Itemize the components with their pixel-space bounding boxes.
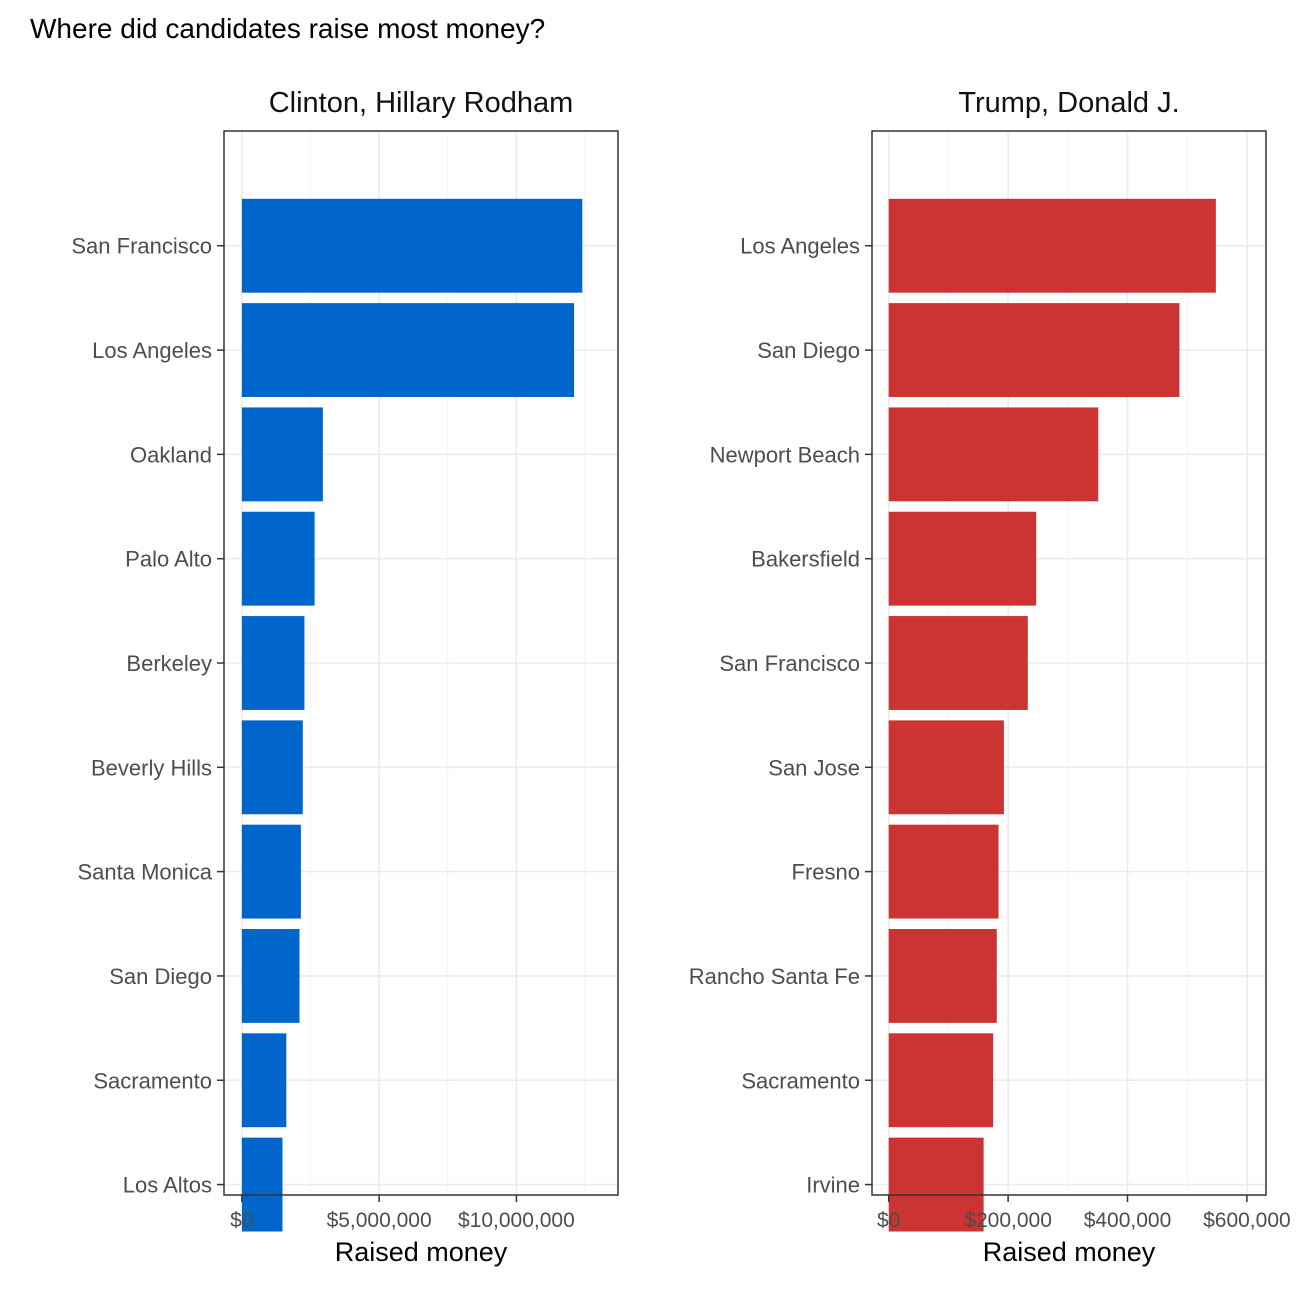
category-label: San Diego: [109, 964, 212, 989]
category-label: Berkeley: [126, 651, 212, 676]
bar-los-angeles: [241, 303, 575, 397]
x-axis-title: Raised money: [335, 1237, 508, 1267]
bar-san-francisco: [888, 616, 1028, 710]
bar-san-jose: [888, 720, 1004, 815]
x-tick-label: $200,000: [964, 1209, 1052, 1232]
facet-title: Clinton, Hillary Rodham: [269, 87, 574, 119]
bar-bakersfield: [888, 511, 1037, 606]
bar-san-diego: [241, 929, 300, 1023]
category-label: Irvine: [806, 1173, 860, 1198]
bar-irvine: [888, 1137, 984, 1232]
bar-rancho-santa-fe: [888, 929, 997, 1023]
bar-los-altos: [241, 1137, 283, 1232]
bar-los-angeles: [888, 198, 1216, 293]
bar-beverly-hills: [241, 720, 303, 815]
x-tick-label: $400,000: [1084, 1209, 1172, 1232]
x-tick-label: $5,000,000: [327, 1209, 432, 1232]
x-tick-label: $10,000,000: [458, 1209, 575, 1232]
facet-title: Trump, Donald J.: [958, 87, 1179, 119]
bar-sacramento: [241, 1033, 287, 1128]
bar-berkeley: [241, 616, 305, 710]
category-label: Sacramento: [741, 1068, 860, 1093]
bar-sacramento: [888, 1033, 994, 1128]
category-label: Santa Monica: [77, 860, 212, 885]
x-tick-label: $600,000: [1203, 1209, 1291, 1232]
category-label: Palo Alto: [125, 547, 212, 572]
category-label: Rancho Santa Fe: [689, 964, 860, 989]
category-label: San Diego: [757, 338, 860, 363]
bar-fresno: [888, 824, 999, 919]
category-label: San Jose: [768, 755, 860, 780]
bar-san-francisco: [241, 198, 583, 293]
category-label: Fresno: [792, 860, 860, 885]
bar-oakland: [241, 407, 323, 502]
category-label: San Francisco: [719, 651, 860, 676]
category-label: Oakland: [130, 442, 212, 467]
category-label: San Francisco: [71, 234, 212, 259]
panel-1: San Francisco Los Angeles Oakland Palo Alto…: [71, 87, 619, 1267]
category-label: Los Altos: [123, 1173, 212, 1198]
category-label: Sacramento: [93, 1068, 212, 1093]
panel-2: Los Angeles San Diego Newport Beach Bakersf…: [689, 87, 1291, 1267]
category-label: Los Angeles: [740, 234, 860, 259]
x-tick-label: $0: [230, 1209, 253, 1232]
x-axis-title: Raised money: [983, 1237, 1156, 1267]
category-label: Beverly Hills: [91, 755, 212, 780]
category-label: Los Angeles: [92, 338, 212, 363]
category-label: Newport Beach: [710, 442, 860, 467]
category-label: Bakersfield: [751, 547, 860, 572]
bar-san-diego: [888, 303, 1180, 397]
chart-title: Where did candidates raise most money?: [30, 13, 545, 44]
x-tick-label: $0: [877, 1209, 900, 1232]
bar-palo-alto: [241, 511, 315, 606]
bar-newport-beach: [888, 407, 1099, 502]
bar-santa-monica: [241, 824, 301, 919]
